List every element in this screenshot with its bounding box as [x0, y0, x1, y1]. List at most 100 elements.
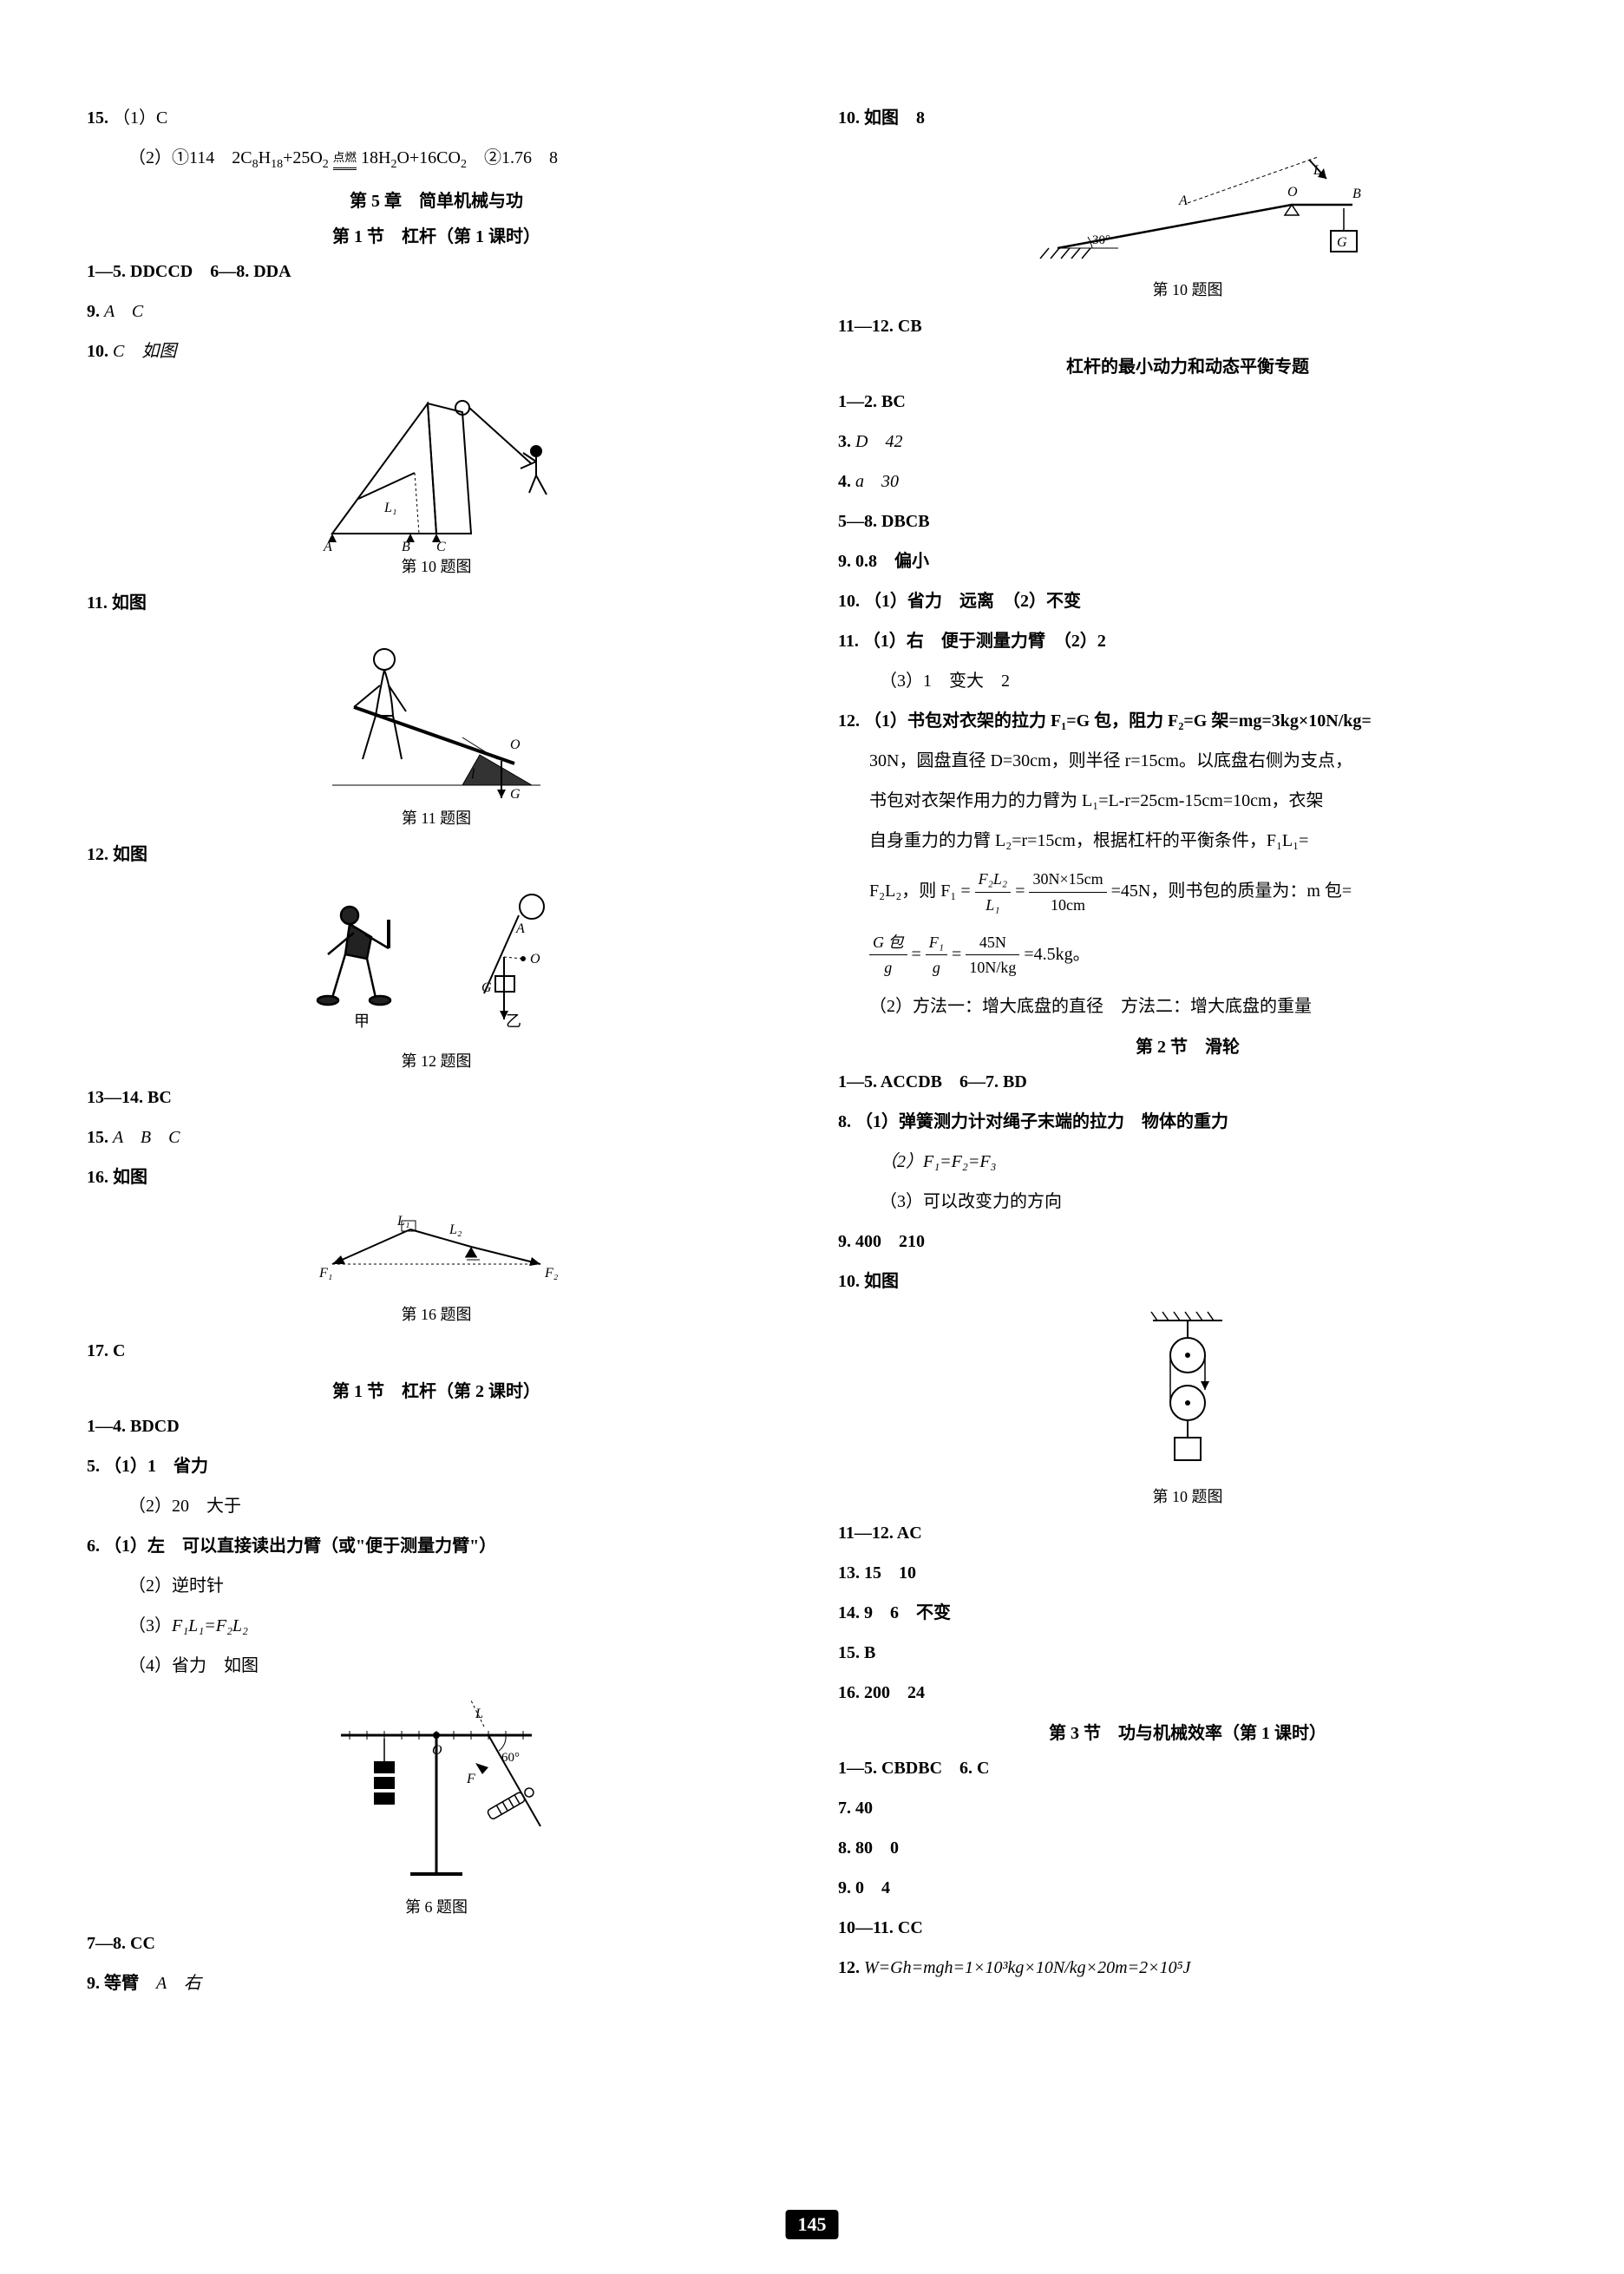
- answer-line: 13. 15 10: [838, 1559, 1537, 1587]
- answer-line: 15. （1）C: [87, 104, 786, 132]
- answer-line: 1—2. BC: [838, 388, 1537, 416]
- answer-line: 15. B: [838, 1639, 1537, 1667]
- figure-10-right: O A B 30° L G 第 10 题图: [838, 144, 1537, 300]
- answer-line: 11—12. AC: [838, 1519, 1537, 1547]
- fraction: F₁g: [926, 930, 947, 981]
- svg-text:30°: 30°: [1092, 233, 1110, 247]
- svg-text:A: A: [323, 540, 332, 551]
- svg-text:L: L: [1313, 163, 1321, 178]
- figure-10: L₁ A B C 第 10 题图: [87, 377, 786, 577]
- fraction: 30N×15cm10cm: [1029, 867, 1106, 918]
- fraction: 45N10N/kg: [966, 930, 1019, 981]
- answer-line: G 包g = F₁g = 45N10N/kg =4.5kg。: [838, 930, 1537, 981]
- answer-line: 4. a 30: [838, 468, 1537, 495]
- chapter-title: 第 5 章 简单机械与功: [87, 187, 786, 212]
- svg-text:L₂: L₂: [449, 1222, 462, 1237]
- answer-line: 12. 如图: [87, 841, 786, 868]
- svg-text:甲: 甲: [354, 1012, 370, 1030]
- answer-line: 9. 400 210: [838, 1228, 1537, 1255]
- answer-line: （3）可以改变力的方向: [838, 1188, 1537, 1216]
- answer-line: 书包对衣架作用力的力臂为 L₁=L-r=25cm-15cm=10cm，衣架: [838, 787, 1537, 815]
- svg-text:F₁: F₁: [318, 1266, 332, 1281]
- svg-text:C: C: [436, 540, 446, 551]
- topic-title: 杠杆的最小动力和动态平衡专题: [838, 352, 1537, 377]
- figure-caption: 第 16 题图: [87, 1302, 786, 1325]
- svg-text:O: O: [530, 952, 540, 967]
- answer-line: 1—5. DDCCD 6—8. DDA: [87, 258, 786, 285]
- figure-10-pulley: 第 10 题图: [838, 1307, 1537, 1507]
- answer-line: 16. 如图: [87, 1163, 786, 1191]
- answer-line: 6. （1）左 可以直接读出力臂（或"便于测量力臂"）: [87, 1532, 786, 1560]
- answer-line: 9. 0 4: [838, 1874, 1537, 1902]
- answer-line: 10. C 如图: [87, 337, 786, 365]
- qnum: 15.: [87, 108, 108, 128]
- svg-text:O: O: [1287, 185, 1298, 200]
- answer-line: 14. 9 6 不变: [838, 1599, 1537, 1627]
- svg-text:B: B: [402, 540, 410, 551]
- section-title: 第 1 节 杠杆（第 1 课时）: [87, 222, 786, 247]
- answer-text: （2）①114 2C: [128, 148, 252, 167]
- fraction: G 包g: [869, 930, 907, 981]
- answer-line: 11. 如图: [87, 589, 786, 617]
- answer-line: （2）①114 2C8H18+25O2 点燃 18H2O+16CO2 ②1.76…: [87, 144, 786, 174]
- answer-line: 10. 如图 8: [838, 104, 1537, 132]
- answer-line: 12. （1）书包对衣架的拉力 F₁=G 包，阻力 F₂=G 架=mg=3kg×…: [838, 707, 1537, 735]
- page-container: 15. （1）C （2）①114 2C8H18+25O2 点燃 18H2O+16…: [0, 0, 1624, 2061]
- answer-line: 30N，圆盘直径 D=30cm，则半径 r=15cm。以底盘右侧为支点，: [838, 747, 1537, 775]
- svg-text:L₁: L₁: [383, 501, 396, 515]
- figure-caption: 第 12 题图: [87, 1049, 786, 1071]
- sub: 8: [252, 158, 259, 171]
- answer-line: （4）省力 如图: [87, 1652, 786, 1680]
- answer-line: 15. A B C: [87, 1124, 786, 1151]
- answer-line: 11—12. CB: [838, 312, 1537, 340]
- section-title: 第 1 节 杠杆（第 2 课时）: [87, 1377, 786, 1402]
- answer-line: 8. （1）弹簧测力计对绳子末端的拉力 物体的重力: [838, 1108, 1537, 1136]
- answer-line: 5. （1）1 省力: [87, 1452, 786, 1480]
- answer-line: 1—5. CBDBC 6. C: [838, 1754, 1537, 1782]
- answer-line: （2）方法一：增大底盘的直径 方法二：增大底盘的重量: [838, 993, 1537, 1020]
- figure-caption: 第 10 题图: [87, 554, 786, 577]
- answer-line: 9. 等臂 A 右: [87, 1969, 786, 1997]
- answer-line: （2）逆时针: [87, 1572, 786, 1600]
- svg-text:L: L: [475, 1707, 483, 1721]
- figure-caption: 第 10 题图: [838, 1484, 1537, 1507]
- answer-line: 7—8. CC: [87, 1930, 786, 1957]
- svg-text:A: A: [515, 921, 525, 936]
- answer-line: 3. D 42: [838, 428, 1537, 455]
- svg-text:G: G: [510, 787, 521, 802]
- figure-16: F₁ L₁ L₂ F₂ 第 16 题图: [87, 1203, 786, 1325]
- figure-caption: 第 11 题图: [87, 806, 786, 829]
- svg-text:F: F: [466, 1772, 475, 1786]
- page-number: 145: [786, 2210, 839, 2239]
- left-column: 15. （1）C （2）①114 2C8H18+25O2 点燃 18H2O+16…: [87, 104, 786, 2009]
- answer-line: 10—11. CC: [838, 1914, 1537, 1942]
- answer-line: 10. （1）省力 远离 （2）不变: [838, 587, 1537, 615]
- figure-caption: 第 10 题图: [838, 278, 1537, 300]
- svg-text:G: G: [1337, 235, 1347, 250]
- right-column: 10. 如图 8 O A B 30° L: [838, 104, 1537, 2009]
- answer-line: （2）20 大于: [87, 1492, 786, 1520]
- answer-line: 1—4. BDCD: [87, 1412, 786, 1440]
- answer-line: 8. 80 0: [838, 1834, 1537, 1862]
- section-title: 第 2 节 滑轮: [838, 1032, 1537, 1058]
- svg-text:l: l: [471, 767, 475, 782]
- answer-line: 10. 如图: [838, 1268, 1537, 1295]
- figure-6: O L 60° F 第: [87, 1692, 786, 1917]
- figure-12: 甲 A O G 乙 第 12 题图: [87, 881, 786, 1071]
- answer-line: 自身重力的力臂 L₂=r=15cm，根据杠杆的平衡条件，F₁L₁=: [838, 827, 1537, 855]
- answer-line: 13—14. BC: [87, 1084, 786, 1111]
- svg-text:B: B: [1352, 187, 1361, 201]
- answer-line: 9. 0.8 偏小: [838, 547, 1537, 575]
- answer-line: F₂L₂，则 F₁ = F₂L₂L₁ = 30N×15cm10cm =45N，则…: [838, 867, 1537, 918]
- answer-line: （3）F₁L₁=F₂L₂: [87, 1612, 786, 1640]
- svg-text:O: O: [510, 737, 521, 752]
- answer-text: （1）C: [113, 108, 167, 128]
- answer-line: 9. A C: [87, 298, 786, 325]
- answer-line: 16. 200 24: [838, 1679, 1537, 1707]
- fraction: F₂L₂L₁: [975, 867, 1012, 918]
- svg-text:乙: 乙: [506, 1012, 521, 1030]
- answer-line: 1—5. ACCDB 6—7. BD: [838, 1068, 1537, 1096]
- answer-line: 5—8. DBCB: [838, 508, 1537, 535]
- answer-line: 17. C: [87, 1337, 786, 1365]
- answer-line: （2）F₁=F₂=F₃: [838, 1148, 1537, 1176]
